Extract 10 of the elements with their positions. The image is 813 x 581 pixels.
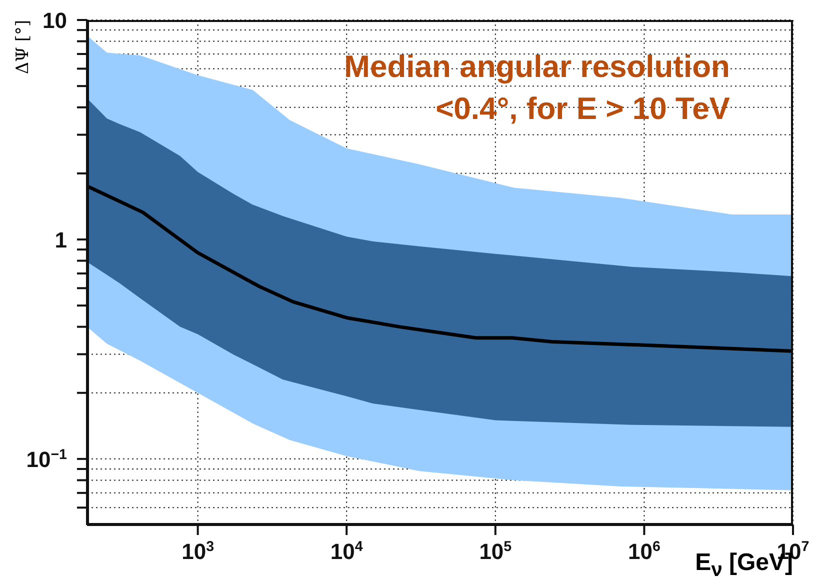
x-tick-label: 10$^{4}$	[330, 539, 363, 564]
annotation: <0.4°, for E > 10 TeV	[434, 90, 730, 128]
x-tick-label: 10$^{6}$	[628, 539, 660, 564]
y-tick-label: 10	[42, 8, 67, 33]
annotation: Median angular resolution	[344, 48, 730, 86]
y-axis-title: ΔΨ [°]	[13, 20, 34, 74]
x-tick-label: 10$^{3}$	[182, 539, 214, 564]
y-tick-label: 10$^{−1}$	[26, 446, 68, 472]
x-tick-label: 10$^{5}$	[479, 539, 512, 564]
y-tick-label: 1	[54, 227, 67, 252]
